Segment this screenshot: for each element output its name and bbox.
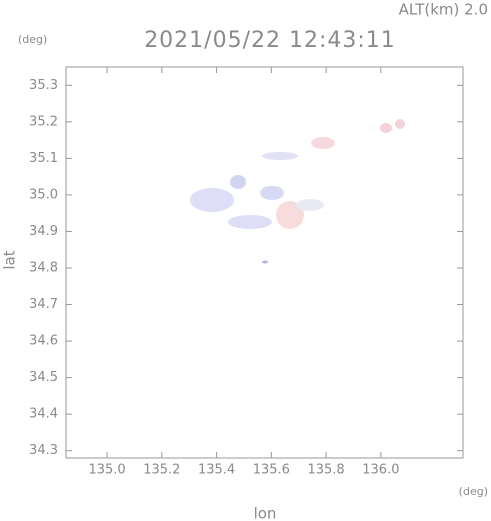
y-tick-label: 34.5 — [29, 370, 58, 385]
echo — [228, 215, 272, 229]
y-axis-label: lat — [1, 250, 19, 269]
echo — [311, 137, 335, 149]
echo — [230, 175, 246, 189]
x-tick-label: 135.6 — [253, 463, 290, 478]
echoes — [190, 119, 405, 264]
echo — [190, 188, 234, 212]
y-tick-label: 34.8 — [29, 260, 58, 275]
echo — [262, 152, 298, 160]
echo — [395, 119, 405, 129]
x-tick-label: 135.0 — [88, 463, 125, 478]
y-tick-label: 34.9 — [29, 224, 58, 239]
x-unit: (deg) — [459, 485, 488, 498]
echo — [262, 260, 268, 264]
y-tick-label: 35.3 — [29, 78, 58, 93]
echo — [380, 123, 392, 133]
echo — [260, 186, 284, 200]
x-tick-label: 135.8 — [307, 463, 344, 478]
plot-frame — [65, 66, 464, 459]
altitude: ALT(km) 2.0 — [399, 1, 488, 19]
y-tick-label: 34.7 — [29, 297, 58, 312]
y-unit: (deg) — [18, 33, 47, 46]
y-tick-label: 34.4 — [29, 407, 58, 422]
y-tick-label: 34.3 — [29, 443, 58, 458]
x-tick-label: 135.4 — [198, 463, 235, 478]
chart-title: 2021/05/22 12:43:11 — [144, 28, 396, 53]
y-tick-label: 35.0 — [29, 187, 58, 202]
x-axis-label: lon — [254, 505, 277, 521]
y-tick-label: 34.6 — [29, 334, 58, 349]
y-tick-label: 35.2 — [29, 114, 58, 129]
x-tick-label: 135.2 — [143, 463, 180, 478]
x-tick-label: 136.0 — [362, 463, 399, 478]
echo — [296, 199, 324, 211]
echo — [276, 201, 304, 229]
y-tick-label: 35.1 — [29, 151, 58, 166]
